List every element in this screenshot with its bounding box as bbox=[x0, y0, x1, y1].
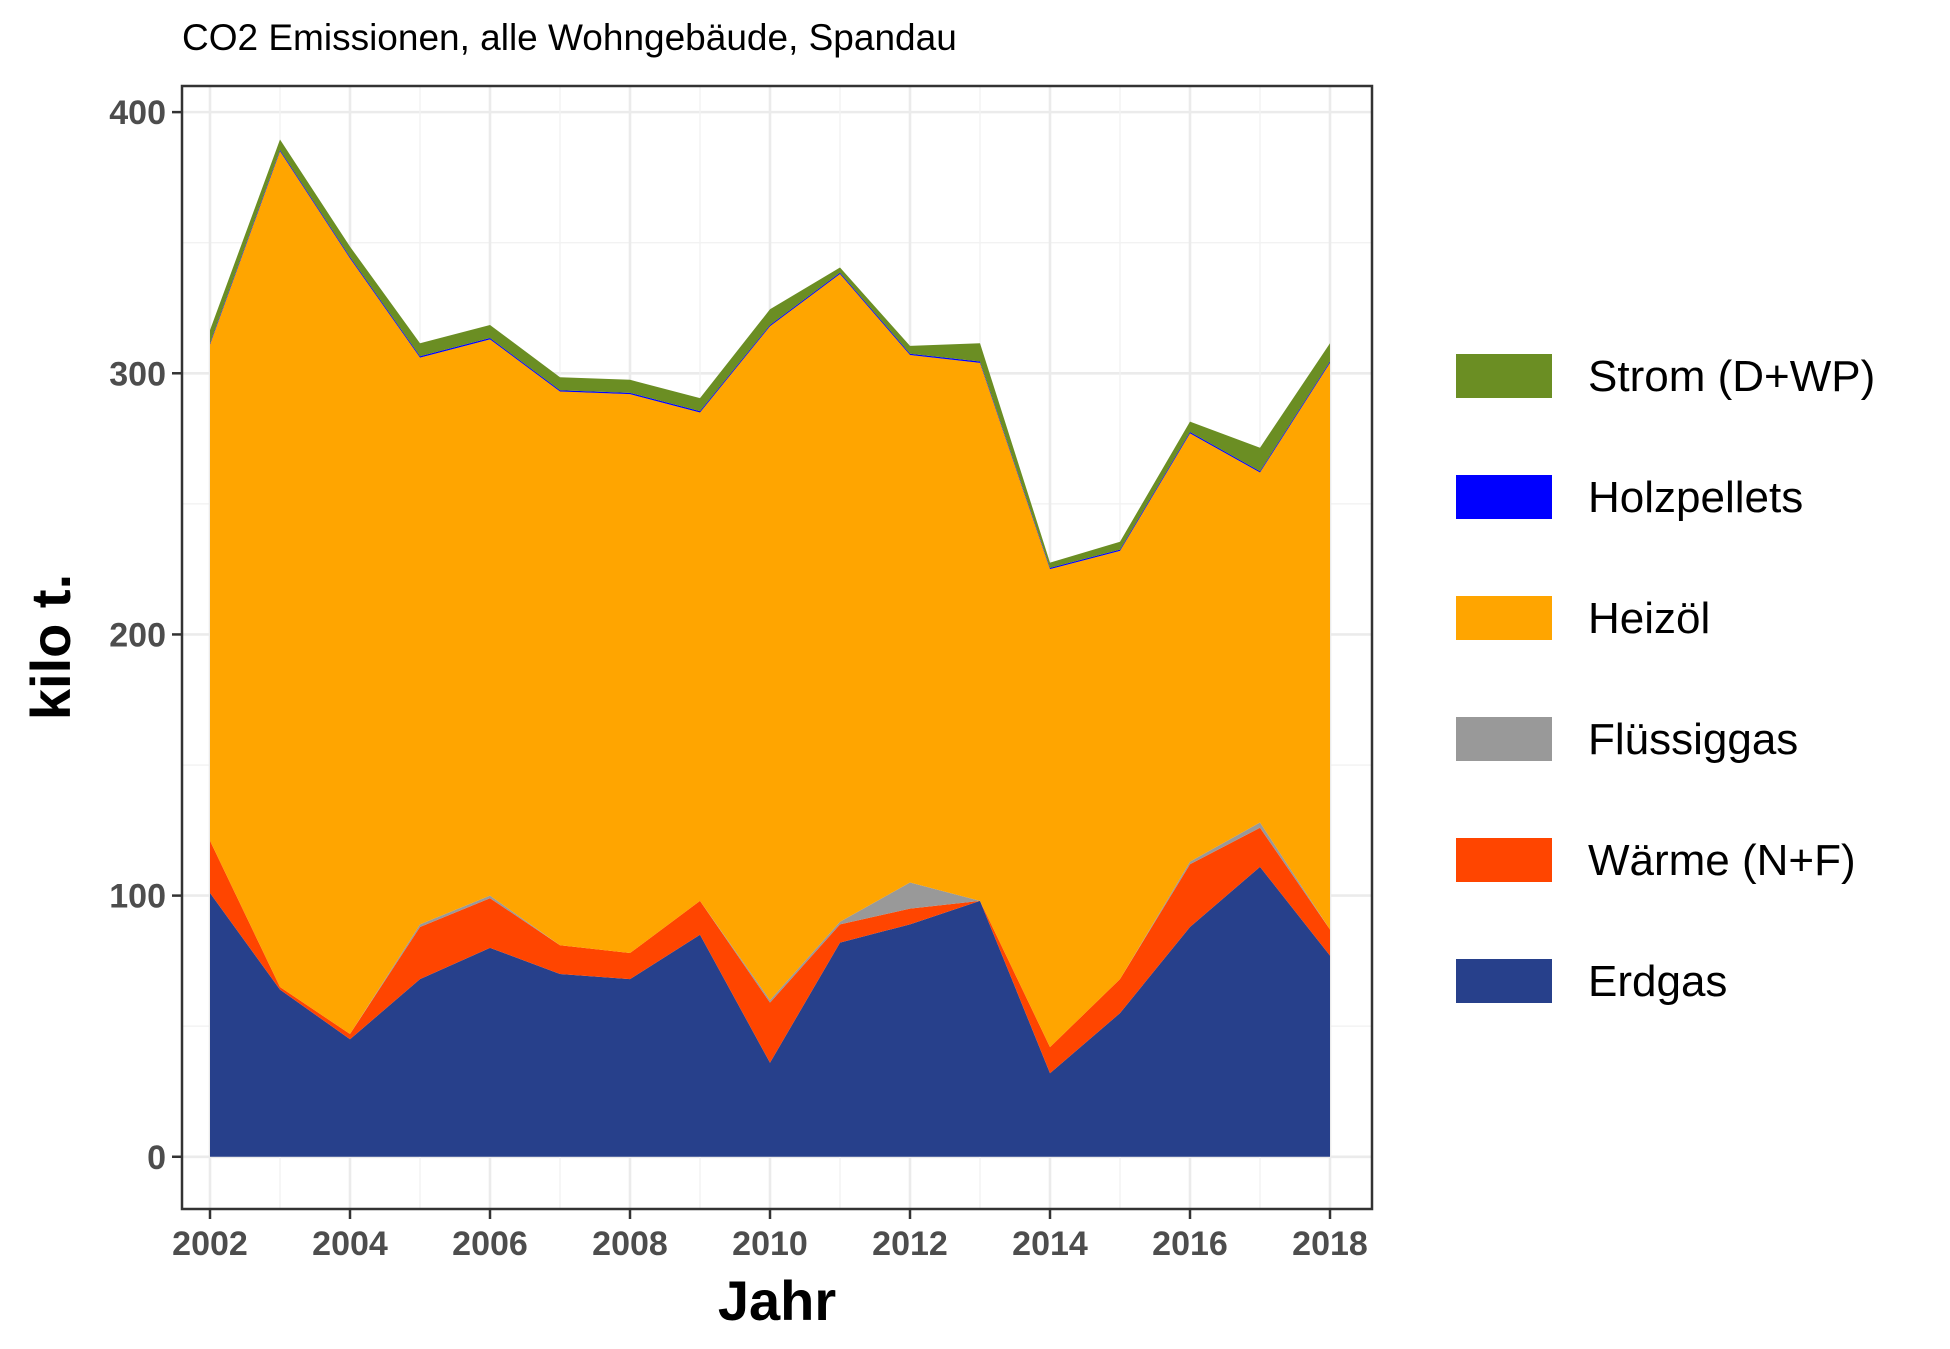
legend-label-erdgas: Erdgas bbox=[1588, 957, 1727, 1006]
y-axis: 0 100 200 300 400 bbox=[109, 94, 182, 1177]
x-axis: 2002 2004 2006 2008 2010 2012 2014 2016 2018 bbox=[172, 1209, 1368, 1263]
x-axis-title: Jahr bbox=[718, 1269, 836, 1332]
x-tick-label: 2016 bbox=[1152, 1225, 1228, 1263]
x-tick-label: 2014 bbox=[1012, 1225, 1088, 1263]
y-tick-label: 100 bbox=[109, 878, 166, 916]
legend: Strom (D+WP) Holzpellets Heizöl Flüssiggas W… bbox=[1456, 352, 1875, 1006]
legend-label-w-rme-n-f: Wärme (N+F) bbox=[1588, 836, 1856, 885]
y-tick-label: 300 bbox=[109, 355, 166, 393]
y-tick-label: 400 bbox=[109, 94, 166, 132]
legend-key-holzpellets bbox=[1456, 475, 1552, 519]
x-tick-label: 2018 bbox=[1292, 1225, 1368, 1263]
x-tick-label: 2002 bbox=[172, 1225, 248, 1263]
legend-label-fl-ssiggas: Flüssiggas bbox=[1588, 715, 1798, 764]
plot-border bbox=[180, 84, 1374, 1211]
area-series bbox=[210, 139, 1330, 1157]
legend-key-erdgas bbox=[1456, 959, 1552, 1003]
legend-label-strom-d-wp: Strom (D+WP) bbox=[1588, 352, 1875, 401]
legend-label-holzpellets: Holzpellets bbox=[1588, 473, 1803, 522]
legend-key-heiz-l bbox=[1456, 596, 1552, 640]
area-heiz-l bbox=[210, 151, 1330, 1048]
y-tick-label: 200 bbox=[109, 616, 166, 654]
area-erdgas bbox=[210, 866, 1330, 1157]
x-tick-label: 2010 bbox=[732, 1225, 808, 1263]
legend-key-w-rme-n-f bbox=[1456, 838, 1552, 882]
legend-label-heiz-l: Heizöl bbox=[1588, 594, 1710, 643]
x-tick-label: 2006 bbox=[452, 1225, 528, 1263]
x-tick-label: 2004 bbox=[312, 1225, 388, 1263]
x-tick-label: 2008 bbox=[592, 1225, 668, 1263]
legend-key-fl-ssiggas bbox=[1456, 717, 1552, 761]
y-axis-title: kilo t. bbox=[19, 574, 82, 720]
area-fl-ssiggas bbox=[210, 822, 1330, 1048]
chart-title: CO2 Emissionen, alle Wohngebäude, Spanda… bbox=[182, 17, 957, 58]
legend-key-strom-d-wp bbox=[1456, 354, 1552, 398]
x-tick-label: 2012 bbox=[872, 1225, 948, 1263]
y-tick-label: 0 bbox=[147, 1139, 166, 1177]
area-w-rme-n-f bbox=[210, 827, 1330, 1074]
